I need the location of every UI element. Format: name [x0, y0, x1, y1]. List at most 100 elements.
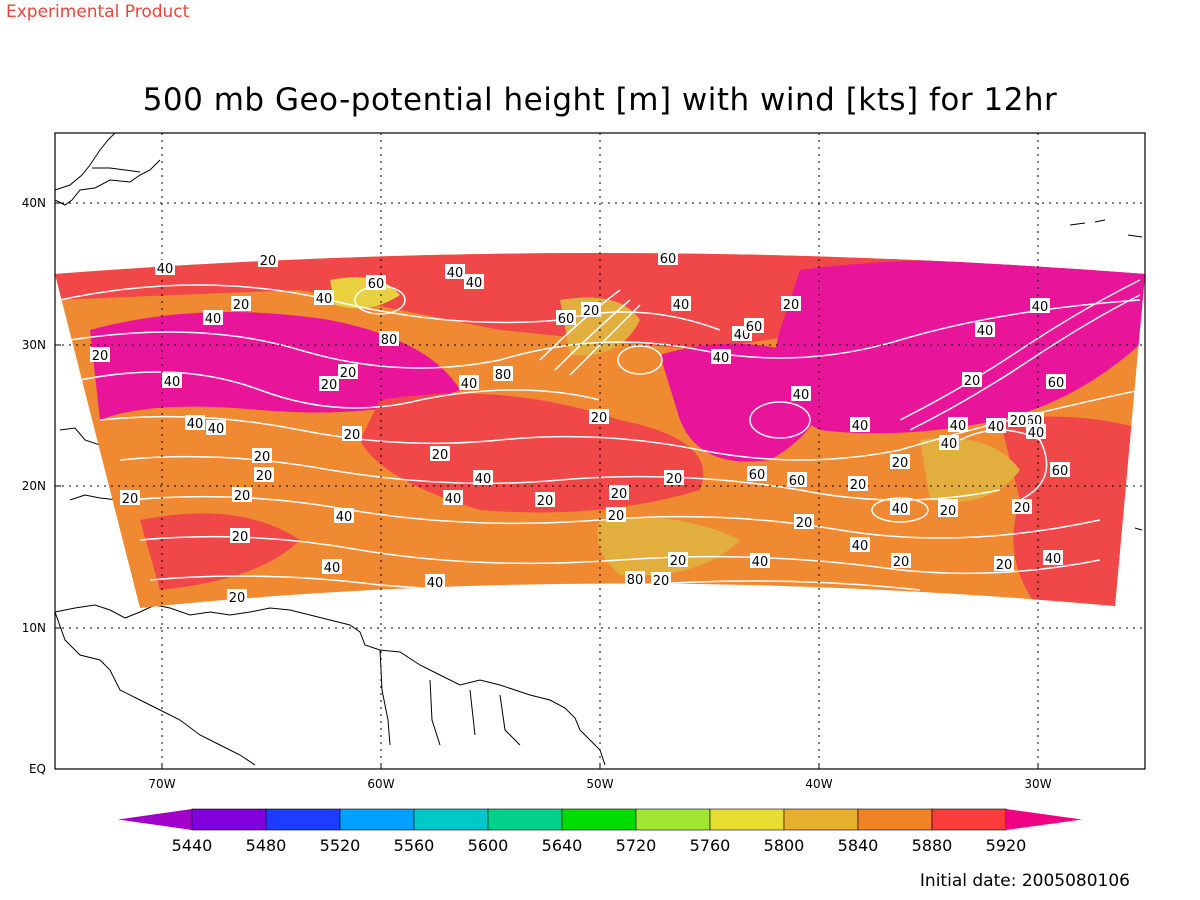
colorbar-label-5600: 5600 [467, 836, 509, 855]
contour-label: 40 [671, 296, 691, 313]
colorbar-label-5720: 5720 [615, 836, 657, 855]
colorbar-box [857, 808, 933, 831]
atlantic-islands [1069, 219, 1143, 531]
svg-text:60: 60 [1048, 376, 1065, 391]
svg-text:20: 20 [666, 472, 683, 487]
contour-label: 60 [1050, 462, 1070, 479]
contour-label: 60 [744, 318, 764, 335]
svg-text:20: 20 [783, 298, 800, 313]
svg-text:80: 80 [381, 333, 398, 348]
contour-label: 20 [938, 502, 958, 519]
guyana-rivers [379, 649, 521, 746]
svg-text:80: 80 [627, 573, 644, 588]
lat-label-30n: 30N [21, 338, 46, 352]
colorbar-label-5520: 5520 [319, 836, 361, 855]
contour-label: 20 [962, 372, 982, 389]
svg-text:40: 40 [427, 576, 444, 591]
contour-label: 20 [319, 376, 339, 393]
contour-label: 20 [232, 487, 252, 504]
contour-label: 40 [791, 386, 811, 403]
svg-text:80: 80 [495, 368, 512, 383]
contour-label: 80 [493, 366, 513, 383]
contour-label: 40 [850, 417, 870, 434]
svg-text:40: 40 [447, 266, 464, 281]
contour-label: 40 [986, 418, 1006, 435]
contour-label: 40 [711, 349, 731, 366]
lat-label-10n: 10N [21, 621, 46, 635]
svg-text:20: 20 [537, 494, 554, 509]
svg-text:40: 40 [852, 419, 869, 434]
svg-text:20: 20 [796, 516, 813, 531]
svg-text:40: 40 [852, 539, 869, 554]
svg-text:20: 20 [260, 254, 277, 269]
contour-label: 40 [1043, 550, 1063, 567]
lat-label-20n: 20N [21, 479, 46, 493]
contour-label: 20 [1012, 499, 1032, 516]
svg-text:20: 20 [254, 450, 271, 465]
contour-label: 20 [994, 556, 1014, 573]
contour-label: 40 [425, 574, 445, 591]
colorbar-label-5880: 5880 [911, 836, 953, 855]
field-pink-nw [90, 312, 460, 420]
contour-label: 60 [787, 472, 807, 489]
svg-text:40: 40 [164, 375, 181, 390]
field-pink-ne [775, 260, 1145, 434]
svg-text:40: 40 [208, 422, 225, 437]
svg-text:20: 20 [321, 378, 338, 393]
svg-text:20: 20 [340, 366, 357, 381]
colorbar-arrow-right [1006, 809, 1082, 830]
colorbar-box [709, 808, 785, 831]
colorbar-box [487, 808, 563, 831]
svg-text:20: 20 [256, 469, 273, 484]
contour-label: 40 [445, 264, 465, 281]
contour-label: 20 [230, 528, 250, 545]
colorbar-box [635, 808, 711, 831]
svg-text:60: 60 [660, 252, 677, 267]
svg-text:20: 20 [893, 555, 910, 570]
svg-text:40: 40 [892, 502, 909, 517]
contour-label: 40 [975, 322, 995, 339]
contour-label: 60 [556, 310, 576, 327]
svg-text:20: 20 [1014, 501, 1031, 516]
svg-text:40: 40 [1028, 426, 1045, 441]
colorbar-box [413, 808, 489, 831]
svg-text:40: 40 [461, 377, 478, 392]
contour-label: 20 [1008, 412, 1028, 429]
contour-label: 40 [162, 373, 182, 390]
contour-label: 40 [314, 290, 334, 307]
svg-text:40: 40 [1032, 300, 1049, 315]
svg-text:40: 40 [793, 388, 810, 403]
field-red-se [1000, 416, 1145, 608]
contour-label: 60 [747, 466, 767, 483]
colorbar-label-5800: 5800 [763, 836, 805, 855]
lon-label-50w: 50W [586, 777, 614, 791]
svg-text:20: 20 [234, 489, 251, 504]
colorbar-box [265, 808, 341, 831]
product-label: Experimental Product [6, 2, 190, 22]
contour-label: 60 [658, 250, 678, 267]
svg-text:40: 40 [1045, 552, 1062, 567]
lon-label-40w: 40W [805, 777, 833, 791]
contour-label: 20 [120, 490, 140, 507]
contour-label: 40 [473, 470, 493, 487]
svg-text:20: 20 [996, 558, 1013, 573]
svg-text:20: 20 [583, 304, 600, 319]
contour-label: 40 [939, 435, 959, 452]
colorbar-box [191, 808, 267, 831]
colorbar-label-5840: 5840 [837, 836, 879, 855]
svg-text:40: 40 [977, 324, 994, 339]
colorbar-label-5560: 5560 [393, 836, 435, 855]
svg-text:20: 20 [892, 456, 909, 471]
svg-text:20: 20 [122, 492, 139, 507]
contour-label: 20 [668, 552, 688, 569]
svg-text:40: 40 [673, 298, 690, 313]
map-title: 500 mb Geo-potential height [m] with win… [142, 82, 1058, 118]
svg-text:40: 40 [475, 472, 492, 487]
colorbar-box [339, 808, 415, 831]
svg-text:40: 40 [713, 351, 730, 366]
colorbar-box [561, 808, 637, 831]
svg-text:20: 20 [233, 298, 250, 313]
north-america-coast [55, 133, 161, 206]
svg-text:40: 40 [205, 312, 222, 327]
contour-label: 40 [750, 553, 770, 570]
